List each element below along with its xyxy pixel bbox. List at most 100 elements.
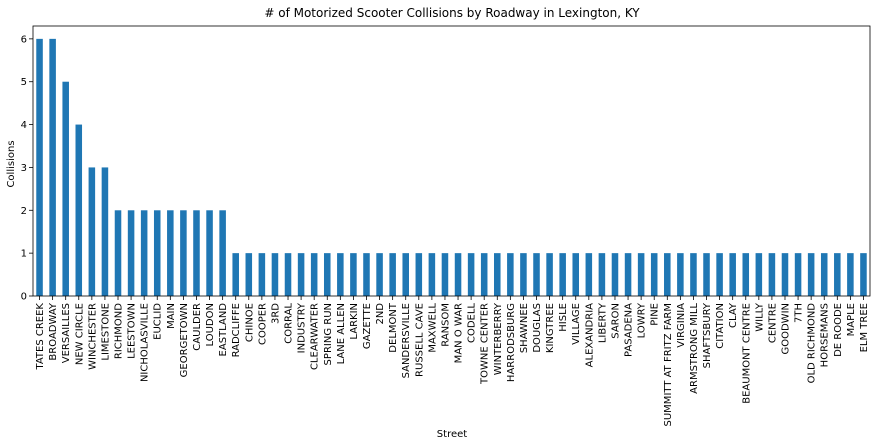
bar (520, 253, 527, 296)
bar (350, 253, 357, 296)
bar (624, 253, 632, 296)
bar (389, 253, 396, 296)
x-tick-label: CLAY (728, 302, 739, 328)
x-axis-label: Street (437, 429, 467, 440)
x-tick-label: VERSAILLES (61, 303, 72, 363)
bar (415, 253, 423, 296)
bar (729, 253, 736, 296)
bar (480, 253, 488, 296)
bar (49, 38, 56, 297)
x-tick-label: NICHOLASVILLE (140, 303, 151, 382)
x-tick-label: INDUSTRY (297, 302, 308, 353)
bar (323, 253, 331, 296)
bar (114, 210, 122, 296)
x-tick-label: BEAUMONT CENTRE (741, 303, 752, 404)
bar (402, 253, 409, 296)
bar (716, 253, 723, 296)
x-tick-label: LIBERTY (597, 302, 608, 343)
x-tick-label: LOUDON (205, 303, 216, 346)
bar (533, 253, 540, 296)
x-tick-label: RADCLIFFE (231, 303, 242, 357)
bar (847, 253, 854, 296)
bar (127, 210, 135, 296)
bar (834, 253, 841, 296)
bar (650, 253, 658, 296)
y-tick-label: 2 (21, 206, 27, 217)
x-tick-label: CODELL (467, 303, 478, 343)
y-tick-label: 5 (21, 77, 27, 88)
x-tick-label: VIRGINIA (676, 303, 687, 348)
bar (428, 253, 436, 296)
bar (167, 210, 174, 296)
x-tick-label: LEESTOWN (127, 303, 138, 359)
bar (454, 253, 462, 296)
x-tick-label: COOPER (257, 303, 268, 345)
bar (88, 167, 96, 296)
x-tick-label: 3RD (270, 303, 281, 324)
bar (690, 253, 697, 296)
bar (310, 253, 318, 296)
x-tick-label: GEORGETOWN (179, 303, 190, 377)
bar (180, 210, 187, 296)
bar (101, 167, 109, 296)
x-tick-label: RUSSELL CAVE (414, 303, 425, 377)
bar (585, 253, 593, 296)
x-tick-label: CENTRE (767, 303, 778, 343)
x-tick-label: EASTLAND (218, 303, 229, 357)
x-tick-label: CLEARWATER (310, 303, 321, 370)
y-tick-label: 1 (21, 249, 27, 260)
bar (820, 253, 828, 296)
x-tick-label: DE ROODE (833, 303, 844, 357)
bar (441, 253, 449, 296)
x-tick-label: DELMONT (388, 302, 399, 353)
x-tick-label: KINGTREE (545, 303, 556, 353)
bar (75, 124, 83, 296)
bar (860, 253, 867, 296)
bar (703, 253, 710, 296)
bar (598, 253, 606, 296)
x-tick-label: TATES CREEK (35, 303, 46, 371)
x-tick-label: SUMMITT AT FRITZ FARM (663, 303, 674, 426)
x-tick-label: MAN O WAR (454, 303, 465, 363)
bar (140, 210, 148, 296)
bar (637, 253, 645, 296)
x-tick-label: ARMSTRONG MILL (689, 303, 700, 394)
chart-title: # of Motorized Scooter Collisions by Roa… (264, 6, 640, 20)
x-tick-label: RICHMOND (114, 303, 125, 359)
x-tick-label: SPRING RUN (323, 303, 334, 365)
x-tick-label: BROADWAY (48, 302, 59, 360)
bar (467, 253, 475, 296)
bar (363, 253, 370, 296)
bar (193, 210, 200, 296)
bar (376, 253, 383, 296)
x-tick-label: LANE ALLEN (336, 303, 347, 364)
y-tick-label: 3 (21, 163, 27, 174)
bar (781, 253, 789, 296)
x-tick-label: MAIN (166, 303, 177, 329)
bar (507, 253, 514, 296)
bar (755, 253, 763, 296)
bar (245, 253, 253, 296)
bar (546, 253, 553, 296)
x-tick-label: CORRAL (284, 303, 295, 344)
x-tick-label: CHINOE (244, 303, 255, 342)
y-tick-label: 0 (21, 292, 27, 303)
y-tick-label: 6 (21, 34, 27, 45)
bar (284, 253, 292, 296)
x-tick-label: OLD RICHMOND (807, 303, 818, 384)
y-tick-label: 4 (21, 120, 27, 131)
bar (297, 253, 305, 296)
bar (572, 253, 580, 296)
x-tick-label: SANDERSVILLE (401, 303, 412, 378)
x-tick-label: HARRODSBURG (506, 303, 517, 382)
x-tick-label: HISLE (558, 303, 569, 332)
x-tick-label: MAXWELL (427, 303, 438, 353)
bar (153, 210, 161, 296)
bar (494, 253, 501, 296)
bar (271, 253, 279, 296)
x-tick-label: SARON (610, 303, 621, 339)
plot-area: 0 1 2 3 4 5 6 TATES CREEK BROADWAY VERSAILLES NEW … (21, 25, 871, 426)
x-tick-label: 2ND (375, 303, 386, 325)
x-tick-label: LOWRY (637, 302, 648, 338)
x-tick-label: PASADENA (624, 303, 635, 357)
